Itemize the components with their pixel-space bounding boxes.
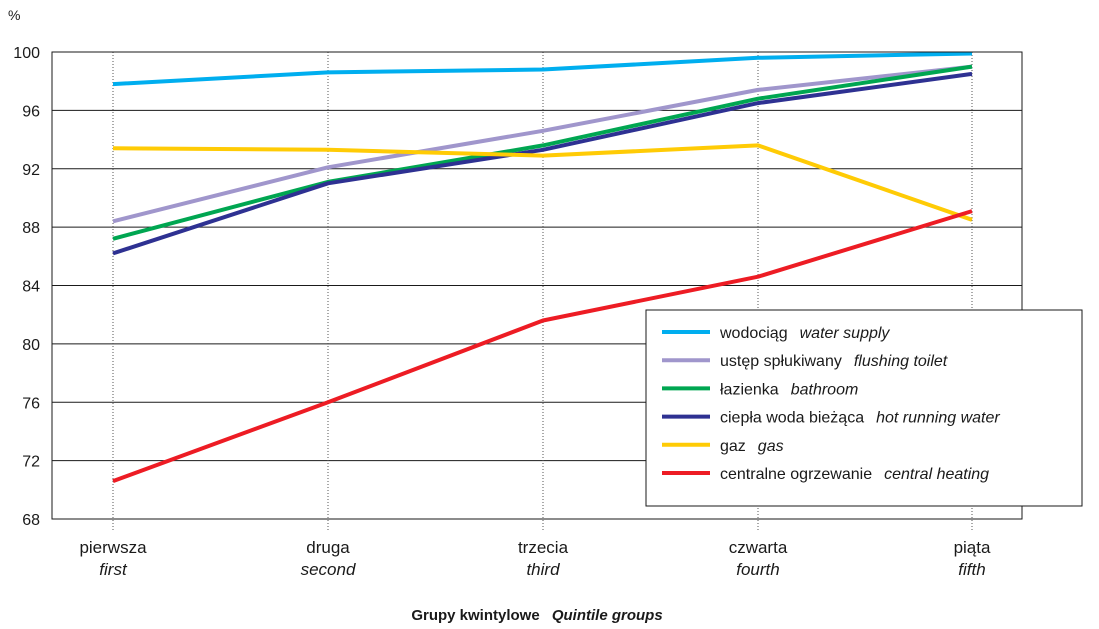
x-axis-title: Grupy kwintylowe Quintile groups [411, 607, 662, 624]
series-lines [112, 51, 973, 483]
legend-label-en: gas [758, 438, 784, 455]
x-tick-labels: pierwsza first druga second trzecia third czwa… [79, 538, 991, 579]
legend-label-en: bathroom [791, 381, 859, 398]
x-tick-label-en: fourth [736, 560, 779, 579]
x-tick-label: piąta fifth [954, 538, 991, 579]
legend-box [645, 309, 1083, 507]
x-tick-label-pl: czwarta [729, 538, 788, 557]
legend-label-pl: gaz [720, 438, 746, 455]
x-tick-label-en: third [526, 560, 560, 579]
series-line [112, 51, 973, 87]
legend-label: wodociąg water supply [719, 325, 890, 342]
y-tick-label: 96 [22, 103, 40, 120]
series-line [112, 209, 973, 483]
y-tick-label: 68 [22, 512, 40, 529]
legend-item: ciepła woda bieżąca hot running water [662, 410, 1000, 427]
legend-label: gaz gas [720, 438, 784, 455]
legend-label: ciepła woda bieżąca hot running water [720, 410, 1000, 427]
series-line [112, 143, 973, 222]
legend-label-en: central heating [884, 466, 989, 483]
legend-label-pl: łazienka [720, 381, 779, 398]
x-axis-title-pl: Grupy kwintylowe [411, 607, 539, 624]
x-tick-label-en: first [99, 560, 128, 579]
legend-label-en: hot running water [876, 410, 1000, 427]
legend-label-pl: wodociąg [719, 325, 788, 342]
legend-item: gaz gas [662, 438, 784, 455]
x-tick-label-pl: trzecia [518, 538, 569, 557]
x-tick-label-pl: druga [306, 538, 350, 557]
y-tick-labels: 68 72 76 80 84 88 92 96 100 [13, 45, 40, 529]
legend-label-en: water supply [800, 325, 891, 342]
y-tick-label: 72 [22, 454, 40, 471]
legend-label-pl: ustęp spłukiwany [720, 353, 842, 370]
legend-item: centralne ogrzewanie central heating [662, 466, 989, 483]
series-line [112, 64, 973, 241]
y-tick-label: 80 [22, 337, 40, 354]
x-tick-label: czwarta fourth [729, 538, 788, 579]
legend-label-en: flushing toilet [854, 353, 948, 370]
x-tick-label: druga second [301, 538, 356, 579]
y-tick-label: 92 [22, 162, 40, 179]
y-tick-label: 84 [22, 279, 40, 296]
legend-label: centralne ogrzewanie central heating [720, 466, 989, 483]
series-line [112, 71, 973, 256]
legend-item: łazienka bathroom [662, 381, 858, 398]
x-tick-label: pierwsza first [79, 538, 147, 579]
plot-area-border [51, 51, 1023, 520]
legend-item: ustęp spłukiwany flushing toilet [662, 353, 948, 370]
y-tick-label: 76 [22, 395, 40, 412]
legend-item: wodociąg water supply [662, 325, 890, 342]
legend: wodociąg water supply ustęp spłukiwany flus… [645, 309, 1083, 507]
legend-label-pl: centralne ogrzewanie [720, 466, 872, 483]
y-tick-label: 100 [13, 45, 40, 62]
legend-label: ustęp spłukiwany flushing toilet [720, 353, 948, 370]
y-tick-label: 88 [22, 220, 40, 237]
x-tick-label-en: second [301, 560, 356, 579]
x-tick-label: trzecia third [518, 538, 569, 579]
x-tick-label-pl: piąta [954, 538, 991, 557]
x-tick-label-en: fifth [958, 560, 985, 579]
legend-label: łazienka bathroom [720, 381, 858, 398]
series-line [112, 64, 973, 224]
x-tick-label-pl: pierwsza [79, 538, 147, 557]
legend-label-pl: ciepła woda bieżąca [720, 410, 864, 427]
x-axis-title-en: Quintile groups [552, 607, 663, 624]
y-unit-label: % [8, 7, 20, 23]
